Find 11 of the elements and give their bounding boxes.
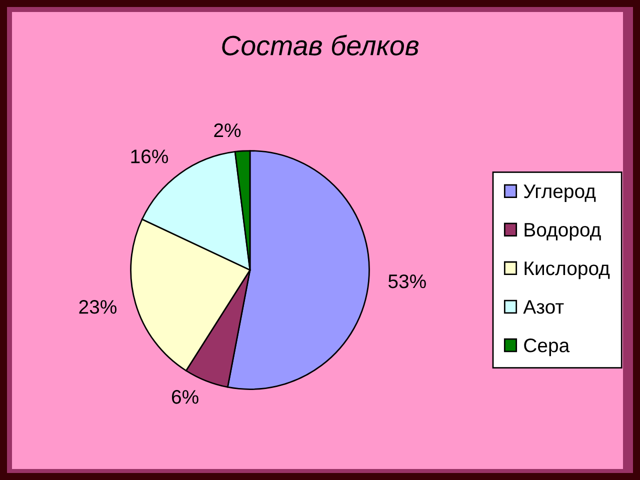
data-label: 2%: [214, 123, 241, 138]
legend-label: Сера: [524, 338, 570, 356]
data-label: 16%: [131, 150, 168, 164]
data-label: 6%: [172, 390, 198, 404]
legend-label: Углерод: [524, 184, 596, 202]
legend-label: Кислород: [524, 262, 610, 280]
data-label: 23%: [79, 300, 116, 314]
chart-title: Состав белков: [222, 34, 419, 56]
legend-label: Водород: [524, 223, 601, 241]
data-label: 53%: [388, 274, 426, 288]
legend-label: Азот: [523, 300, 564, 314]
